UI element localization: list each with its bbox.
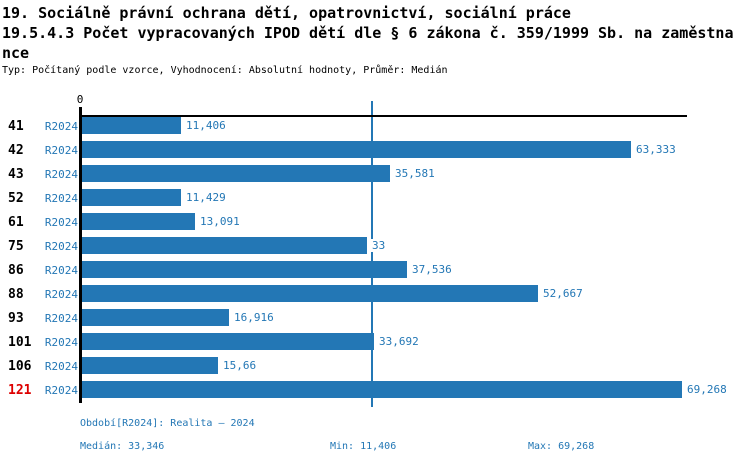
bar-106[interactable] — [82, 357, 218, 374]
bar-value-label: 52,667 — [542, 287, 584, 300]
row-category-label: 86 — [8, 263, 24, 278]
y-axis-line — [79, 107, 82, 403]
row-series-label: R2024 — [44, 312, 78, 325]
footer-max: Max: 69,268 — [528, 441, 595, 452]
row-category-label: 106 — [8, 359, 32, 374]
bar-value-label: 33,692 — [378, 335, 420, 348]
bar-101[interactable] — [82, 333, 374, 350]
row-category-label: 93 — [8, 311, 24, 326]
bar-41[interactable] — [82, 117, 181, 134]
row-series-label: R2024 — [44, 192, 78, 205]
bar-42[interactable] — [82, 141, 631, 158]
row-series-label: R2024 — [44, 288, 78, 301]
report-title-line2: 19.5.4.3 Počet vypracovaných IPOD dětí d… — [2, 24, 734, 42]
x-axis-zero-tick-label: 0 — [76, 93, 84, 106]
row-category-label: 121 — [8, 383, 32, 398]
row-category-label: 88 — [8, 287, 24, 302]
row-series-label: R2024 — [44, 120, 78, 133]
median-reference-line — [371, 101, 373, 407]
footer-min: Min: 11,406 — [330, 441, 397, 452]
row-category-label: 101 — [8, 335, 32, 350]
report-title-line1: 19. Sociálně právní ochrana dětí, opatro… — [2, 4, 571, 22]
row-series-label: R2024 — [44, 264, 78, 277]
footer-median: Medián: 33,346 — [80, 441, 165, 452]
row-series-label: R2024 — [44, 144, 78, 157]
row-series-label: R2024 — [44, 168, 78, 181]
bar-value-label: 15,66 — [222, 359, 258, 372]
bar-value-label: 33 — [371, 239, 387, 252]
row-category-label: 75 — [8, 239, 24, 254]
row-category-label: 41 — [8, 119, 24, 134]
bar-value-label: 11,406 — [185, 119, 227, 132]
bar-61[interactable] — [82, 213, 195, 230]
bar-value-label: 69,268 — [686, 383, 728, 396]
bar-value-label: 13,091 — [199, 215, 241, 228]
bar-121[interactable] — [82, 381, 682, 398]
row-series-label: R2024 — [44, 336, 78, 349]
bar-43[interactable] — [82, 165, 390, 182]
bar-86[interactable] — [82, 261, 407, 278]
row-series-label: R2024 — [44, 360, 78, 373]
bar-93[interactable] — [82, 309, 229, 326]
row-series-label: R2024 — [44, 240, 78, 253]
bar-value-label: 37,536 — [411, 263, 453, 276]
report-title-line3: nce — [2, 44, 30, 62]
row-category-label: 52 — [8, 191, 24, 206]
row-category-label: 42 — [8, 143, 24, 158]
row-series-label: R2024 — [44, 216, 78, 229]
bar-value-label: 16,916 — [233, 311, 275, 324]
row-category-label: 61 — [8, 215, 24, 230]
bar-75[interactable] — [82, 237, 367, 254]
report-meta-line: Typ: Počítaný podle vzorce, Vyhodnocení:… — [2, 65, 448, 76]
bar-value-label: 35,581 — [394, 167, 436, 180]
row-series-label: R2024 — [44, 384, 78, 397]
bar-value-label: 11,429 — [185, 191, 227, 204]
x-axis-line — [80, 115, 687, 117]
bar-52[interactable] — [82, 189, 181, 206]
footer-period: Období[R2024]: Realita – 2024 — [80, 418, 255, 429]
bar-value-label: 63,333 — [635, 143, 677, 156]
bar-88[interactable] — [82, 285, 538, 302]
row-category-label: 43 — [8, 167, 24, 182]
